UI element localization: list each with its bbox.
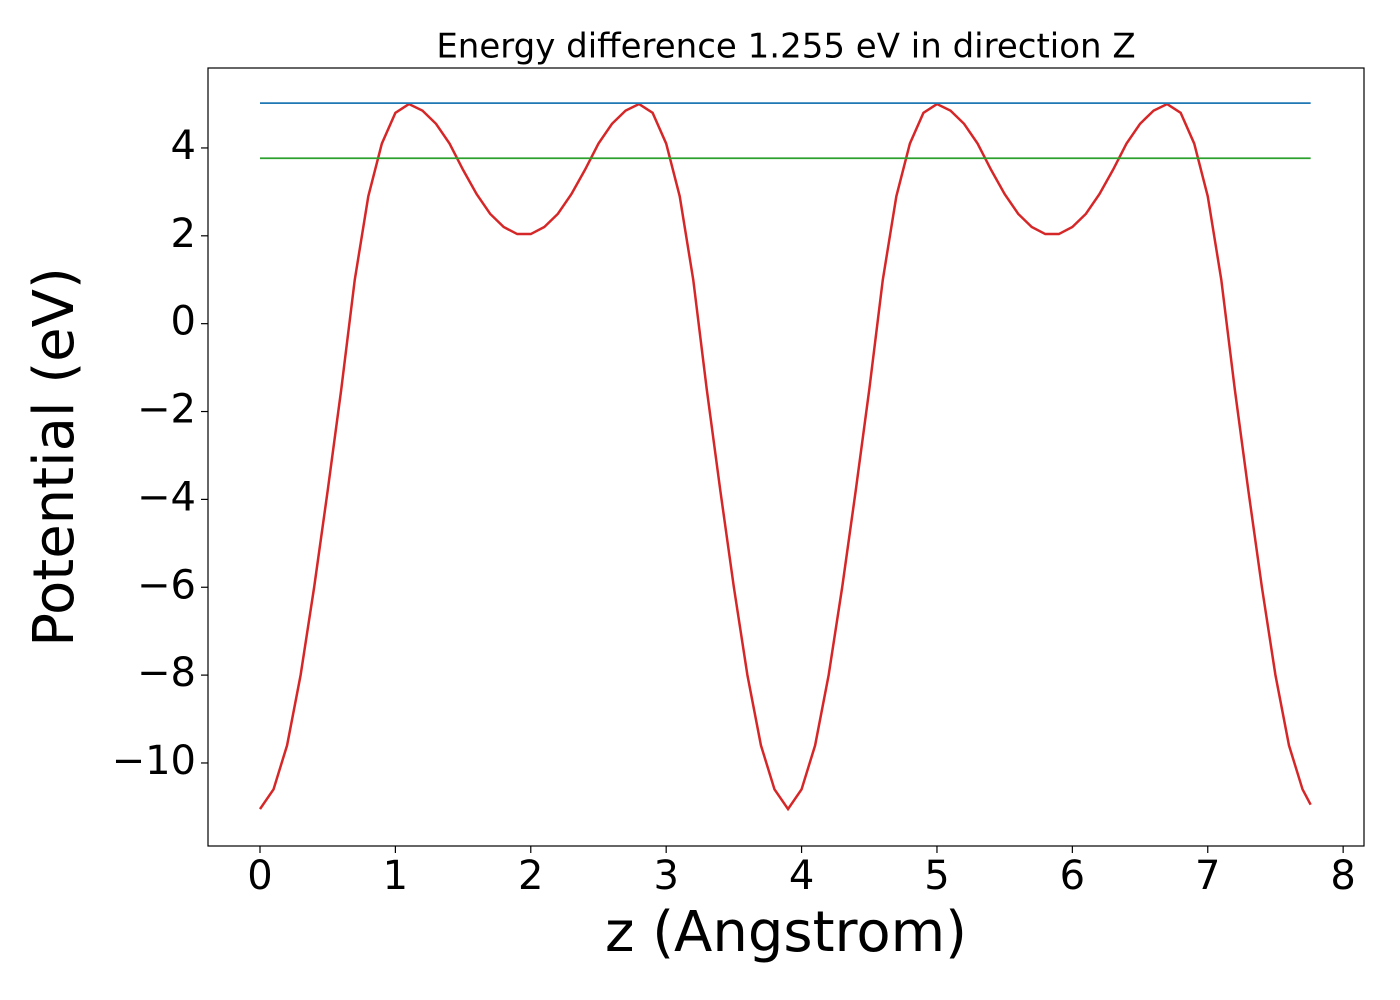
- x-tick-label: 2: [518, 853, 543, 899]
- x-tick-label: 8: [1330, 853, 1355, 899]
- y-tick-label: 2: [171, 211, 196, 257]
- x-tick-label: 0: [247, 853, 272, 899]
- y-tick-label: −8: [137, 650, 196, 696]
- y-tick-label: −4: [137, 474, 196, 520]
- x-tick-label: 1: [383, 853, 408, 899]
- x-tick-label: 7: [1195, 853, 1220, 899]
- chart-title: Energy difference 1.255 eV in direction …: [436, 27, 1135, 67]
- y-tick-label: −10: [112, 738, 196, 784]
- x-tick-label: 5: [924, 853, 949, 899]
- x-tick-label: 4: [789, 853, 814, 899]
- y-tick-label: 0: [171, 299, 196, 345]
- x-tick-label: 3: [653, 853, 678, 899]
- x-tick-label: 6: [1060, 853, 1085, 899]
- y-axis-label: Potential (eV): [22, 267, 87, 647]
- x-axis-label: z (Angstrom): [605, 900, 967, 965]
- y-tick-label: 4: [171, 123, 196, 169]
- y-tick-label: −6: [137, 562, 196, 608]
- plot-frame: [207, 67, 1365, 847]
- data-line: [258, 102, 1312, 812]
- y-tick-label: −2: [137, 387, 196, 433]
